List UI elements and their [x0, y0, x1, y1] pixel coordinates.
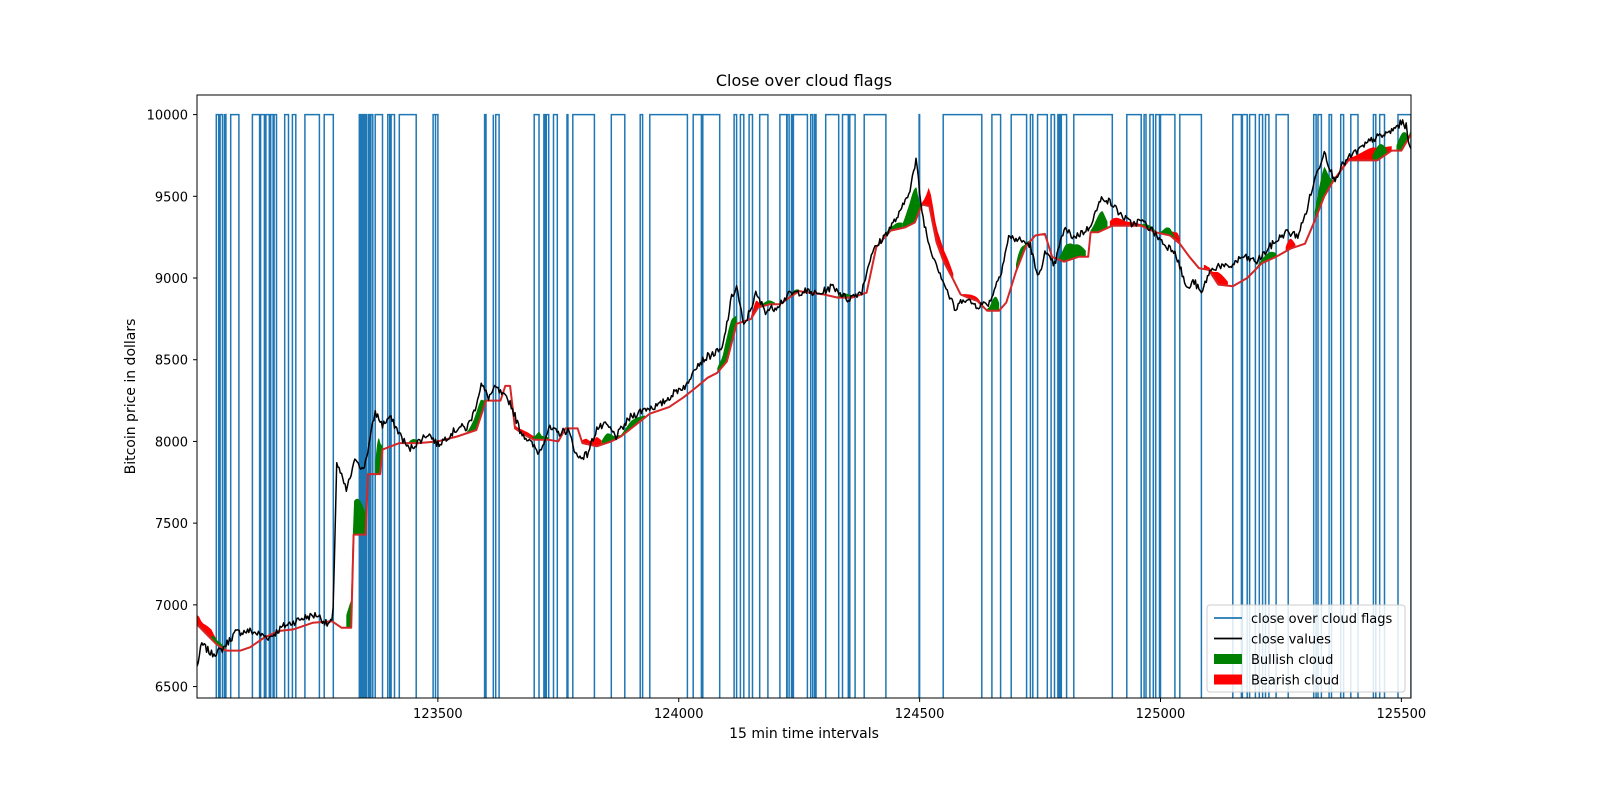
bullish-cloud-patch-19	[1160, 227, 1175, 240]
y-tick-label: 6500	[155, 681, 188, 696]
cloud-bound-line	[197, 133, 1411, 652]
legend-swatch-patch	[1214, 674, 1242, 685]
bearish-cloud-patch-4	[922, 187, 954, 280]
y-tick-label: 8000	[155, 435, 188, 450]
y-tick-label: 7500	[155, 517, 188, 532]
legend: close over cloud flags close values Bullis…	[1206, 604, 1406, 693]
legend-swatch-patch	[1214, 654, 1242, 664]
y-tick-label: 9500	[155, 190, 188, 205]
y-tick-label: 9000	[155, 272, 188, 287]
bullish-cloud-patch-23	[1396, 130, 1411, 151]
y-tick-label: 10000	[147, 109, 188, 124]
bullish-cloud-patch-5	[531, 431, 549, 440]
legend-box	[1206, 604, 1406, 693]
bullish-cloud-patch-20	[1256, 251, 1277, 269]
x-tick-label: 124500	[895, 707, 945, 722]
legend-label: Bearish cloud	[1251, 674, 1339, 689]
x-tick-label: 125000	[1136, 707, 1186, 722]
bullish-cloud-patch-13	[902, 187, 922, 228]
bullish-cloud-patch-4	[466, 398, 486, 434]
bullish-cloud-patch-14	[987, 296, 1000, 311]
x-tick-label: 125500	[1377, 707, 1427, 722]
x-tick-label: 123500	[413, 707, 463, 722]
x-axis-label: 15 min time intervals	[729, 726, 879, 742]
y-axis-label: Bitcoin price in dollars	[123, 319, 139, 475]
y-tick-label: 8500	[155, 354, 188, 369]
plot-frame	[196, 94, 1412, 699]
legend-label: close values	[1251, 633, 1331, 648]
y-axis: 6500 7000 7500 8000 8500 9000 9500 10000	[147, 109, 197, 696]
flag-series-line	[215, 113, 1411, 698]
x-tick-label: 124000	[654, 707, 704, 722]
bullish-cloud-patch-0	[211, 635, 226, 651]
plot-content	[197, 113, 1411, 698]
legend-label: close over cloud flags	[1251, 612, 1392, 627]
chart-title: Close over cloud flags	[716, 71, 892, 90]
bullish-cloud-patch-17	[1090, 211, 1108, 233]
x-axis: 123500 124000 124500 125000 125500	[413, 698, 1426, 722]
bullish-cloud-patch-12	[881, 222, 903, 242]
close-values-line	[197, 119, 1411, 667]
bullish-cloud-patch-3	[409, 439, 419, 444]
bullish-cloud-patch-8	[717, 315, 737, 373]
bearish-cloud-patch-3	[751, 300, 764, 319]
bearish-cloud-patch-1	[515, 425, 539, 440]
bullish-cloud-patch-22	[1372, 144, 1387, 161]
legend-label: Bullish cloud	[1251, 653, 1333, 668]
bullish-cloud-patch-16	[1059, 243, 1086, 262]
bullish-cloud-patch-6	[601, 433, 621, 445]
bearish-cloud-patch-10	[1285, 238, 1296, 252]
bearish-cloud-patch-0	[197, 614, 226, 651]
y-tick-label: 7000	[155, 599, 188, 614]
